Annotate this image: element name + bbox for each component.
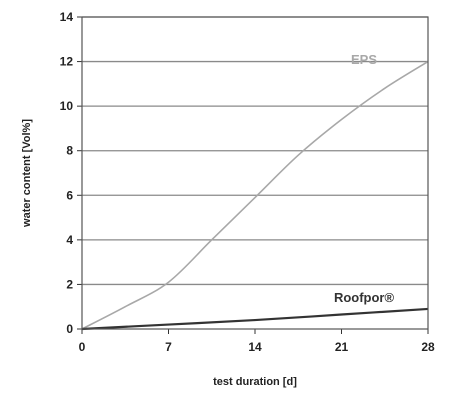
x-axis-title: test duration [d] [213,376,297,388]
x-tick-label: 28 [421,340,435,354]
y-tick-label: 8 [66,144,73,158]
y-tick-label: 4 [66,233,73,247]
y-tick-label: 6 [66,188,73,202]
series-line-1 [81,307,429,331]
x-tick-label: 0 [79,340,86,354]
series-label-eps: EPS [351,52,377,67]
y-tick-label: 2 [66,277,73,291]
series-layer [81,60,429,331]
y-tick-label: 10 [60,99,74,113]
x-tick-label: 14 [248,340,262,354]
x-tick-label: 21 [335,340,349,354]
axes [77,16,429,334]
series-line-0 [81,60,429,330]
y-axis-title: water content [Vol%] [21,119,33,228]
plot-frame [81,16,429,330]
tick-labels: 0 2 4 6 8 10 12 14 0 7 14 21 28 [60,10,435,354]
x-tick-label: 7 [165,340,172,354]
series-labels: EPS Roofpor® [334,52,395,305]
y-tick-label: 12 [60,55,74,69]
y-tick-label: 14 [60,10,74,24]
y-tick-label: 0 [66,322,73,336]
series-label-roofpor: Roofpor® [334,290,395,305]
